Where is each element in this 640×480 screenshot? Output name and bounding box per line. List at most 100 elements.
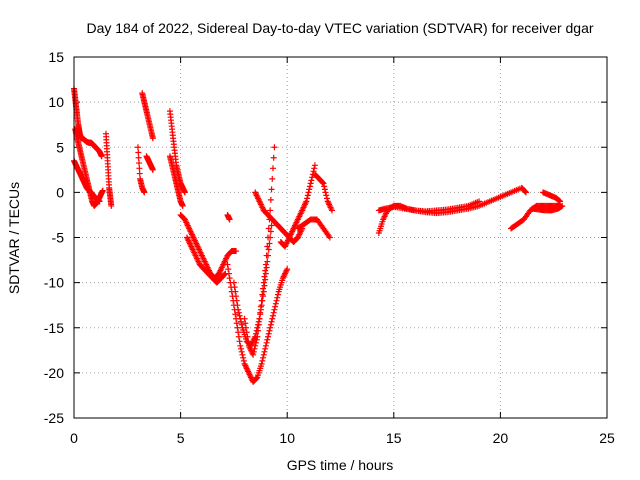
data-point xyxy=(262,261,269,268)
data-point xyxy=(270,154,277,161)
data-point xyxy=(272,300,279,307)
data-point xyxy=(268,222,275,229)
data-point xyxy=(240,354,247,361)
data-point xyxy=(307,180,314,187)
grid-lines xyxy=(74,57,607,418)
plot-frame xyxy=(73,56,608,419)
data-point xyxy=(265,333,272,340)
data-point xyxy=(257,303,264,310)
data-point xyxy=(305,189,312,196)
data-point xyxy=(254,324,261,331)
data-point xyxy=(136,165,143,172)
data-point xyxy=(310,168,317,175)
data-point xyxy=(232,288,239,295)
data-point xyxy=(179,202,186,209)
series-seg6b xyxy=(277,162,318,250)
data-point xyxy=(269,312,276,319)
data-point xyxy=(236,338,243,345)
data-point xyxy=(304,192,311,199)
data-point xyxy=(265,246,272,253)
data-point xyxy=(328,207,335,214)
data-point xyxy=(238,318,245,325)
data-point xyxy=(322,189,329,196)
series-seg2a xyxy=(139,90,156,142)
data-point xyxy=(253,375,260,382)
x-tick-label: 5 xyxy=(177,430,185,446)
data-point xyxy=(260,354,267,361)
series-seg1c xyxy=(72,126,106,209)
data-point xyxy=(262,342,269,349)
data-point xyxy=(264,336,271,343)
series-seg8b xyxy=(529,202,566,214)
data-point xyxy=(306,186,313,193)
series-seg4b xyxy=(183,234,229,286)
data-point xyxy=(264,243,271,250)
data-point xyxy=(269,165,276,172)
y-tick-label: 0 xyxy=(56,184,64,200)
data-point xyxy=(319,179,326,186)
data-point xyxy=(323,195,330,202)
data-point xyxy=(233,320,240,327)
data-point xyxy=(262,270,269,277)
data-point xyxy=(252,330,259,337)
data-point xyxy=(221,271,228,278)
data-point xyxy=(321,183,328,190)
data-point xyxy=(235,333,242,340)
data-point xyxy=(240,357,247,364)
data-point xyxy=(245,338,252,345)
data-point xyxy=(250,351,257,358)
x-tick-label: 0 xyxy=(70,430,78,446)
data-point xyxy=(267,196,274,203)
data-point xyxy=(309,174,316,181)
data-point xyxy=(233,248,240,255)
data-point xyxy=(231,284,238,291)
data-point xyxy=(225,266,232,273)
series-seg1a xyxy=(71,85,105,160)
y-tick-label: -15 xyxy=(44,320,64,336)
data-point xyxy=(255,327,262,334)
data-point xyxy=(235,329,242,336)
data-point xyxy=(135,154,142,161)
y-tick-label: 10 xyxy=(48,94,64,110)
data-point xyxy=(274,294,281,301)
data-point xyxy=(308,177,315,184)
x-tick-label: 25 xyxy=(599,430,615,446)
data-point xyxy=(135,149,142,156)
data-point xyxy=(232,311,239,318)
data-point xyxy=(260,285,267,292)
data-point xyxy=(261,273,268,280)
data-point xyxy=(225,270,232,277)
data-point xyxy=(476,198,483,205)
chart-title: Day 184 of 2022, Sidereal Day-to-day VTE… xyxy=(86,20,593,36)
data-point xyxy=(236,312,243,319)
data-point xyxy=(251,345,258,352)
data-point xyxy=(267,324,274,331)
data-point xyxy=(233,293,240,300)
data-point xyxy=(244,333,251,340)
data-point xyxy=(252,339,259,346)
data-point xyxy=(268,186,275,193)
data-point xyxy=(258,360,265,367)
data-point xyxy=(262,345,269,352)
data-point xyxy=(230,279,237,286)
data-point xyxy=(260,288,267,295)
data-point xyxy=(250,348,257,355)
data-point xyxy=(263,264,270,271)
data-point xyxy=(263,339,270,346)
series-seg2c xyxy=(134,144,148,196)
data-point xyxy=(252,342,259,349)
data-point xyxy=(266,327,273,334)
x-tick-label: 15 xyxy=(386,430,402,446)
data-point xyxy=(270,309,277,316)
series-seg3 xyxy=(166,108,188,196)
y-tick-label: 15 xyxy=(48,49,64,65)
y-tick-label: -10 xyxy=(44,275,64,291)
data-point xyxy=(263,252,270,259)
data-point xyxy=(242,324,249,331)
series-seg5 xyxy=(224,261,291,385)
data-point xyxy=(271,144,278,151)
data-point xyxy=(321,186,328,193)
data-point xyxy=(253,336,260,343)
data-point xyxy=(226,275,233,282)
